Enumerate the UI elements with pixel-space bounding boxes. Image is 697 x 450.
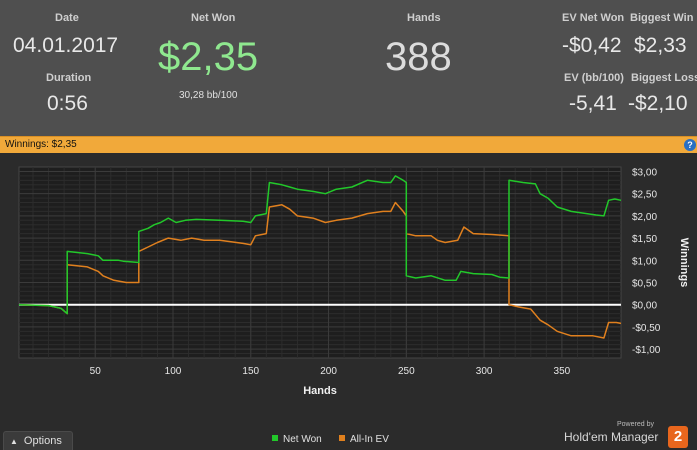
ev-net-won-label: EV Net Won [562,12,625,24]
duration-label: Duration [46,72,92,84]
ev-bb100-label: EV (bb/100) [564,72,624,84]
y-tick-label: -$1,00 [632,345,661,356]
y-tick-label: $1,50 [632,234,657,245]
biggest-win-label: Biggest Win [630,12,694,24]
y-tick-label: $3,00 [632,167,657,178]
brand-logo-icon: 2 [668,426,688,448]
hands-label: Hands [407,12,441,24]
x-tick-label: 300 [476,366,493,377]
date-value: 04.01.2017 [13,34,119,57]
all-in-ev-swatch [339,435,345,441]
net-won-label: Net Won [191,12,236,24]
y-tick-label: $1,00 [632,256,657,267]
y-tick-label: $2,50 [632,190,657,201]
legend-label-net-won: Net Won [283,434,322,445]
brand-name: Hold'em Manager [564,430,659,444]
winnings-text: Winnings: $2,35 [5,139,77,150]
net-won-bb100: 30,28 bb/100 [179,90,238,101]
biggest-win-value: $2,33 [634,34,687,57]
series-line-net-won [18,175,622,315]
series-line-all-in-ev [18,201,622,339]
help-icon[interactable]: ? [684,139,696,151]
legend-item-net-won: Net Won [272,434,322,445]
x-tick-label: 50 [90,366,102,377]
net-won-swatch [272,435,278,441]
session-stats-panel: Date 04.01.2017 Duration 0:56 Net Won $2… [0,0,697,136]
x-tick-label: 100 [165,366,182,377]
x-axis-title: Hands [303,385,337,397]
x-tick-label: 350 [554,366,571,377]
caret-up-icon: ▲ [10,437,18,446]
biggest-loss-label: Biggest Loss [631,72,697,84]
ev-net-won-value: -$0,42 [562,34,622,57]
options-label: Options [23,435,62,447]
y-tick-label: $2,00 [632,212,657,223]
hands-value: 388 [385,35,452,79]
x-tick-label: 150 [242,366,259,377]
plot-area [18,166,622,359]
y-tick-label: $0,50 [632,278,657,289]
ev-bb100-value: -5,41 [569,92,617,115]
duration-value: 0:56 [47,92,88,115]
y-tick-label: -$0,50 [632,323,661,334]
legend-label-all-in-ev: All-In EV [350,434,389,445]
winnings-banner: Winnings: $2,35 ? [0,136,697,153]
date-label: Date [55,12,79,24]
legend-item-all-in-ev: All-In EV [339,434,389,445]
winnings-chart: 50 100 150 200 250 300 350 $3,00 $2,50 $2,00 $1,50… [18,166,690,397]
biggest-loss-value: -$2,10 [628,92,688,115]
x-tick-label: 200 [320,366,337,377]
net-won-value: $2,35 [158,35,259,79]
y-tick-label: $0,00 [632,301,657,312]
x-tick-label: 250 [398,366,415,377]
y-axis-title: Winnings [678,238,690,287]
options-button[interactable]: ▲ Options [3,431,73,450]
powered-by-text: Powered by [617,421,654,428]
